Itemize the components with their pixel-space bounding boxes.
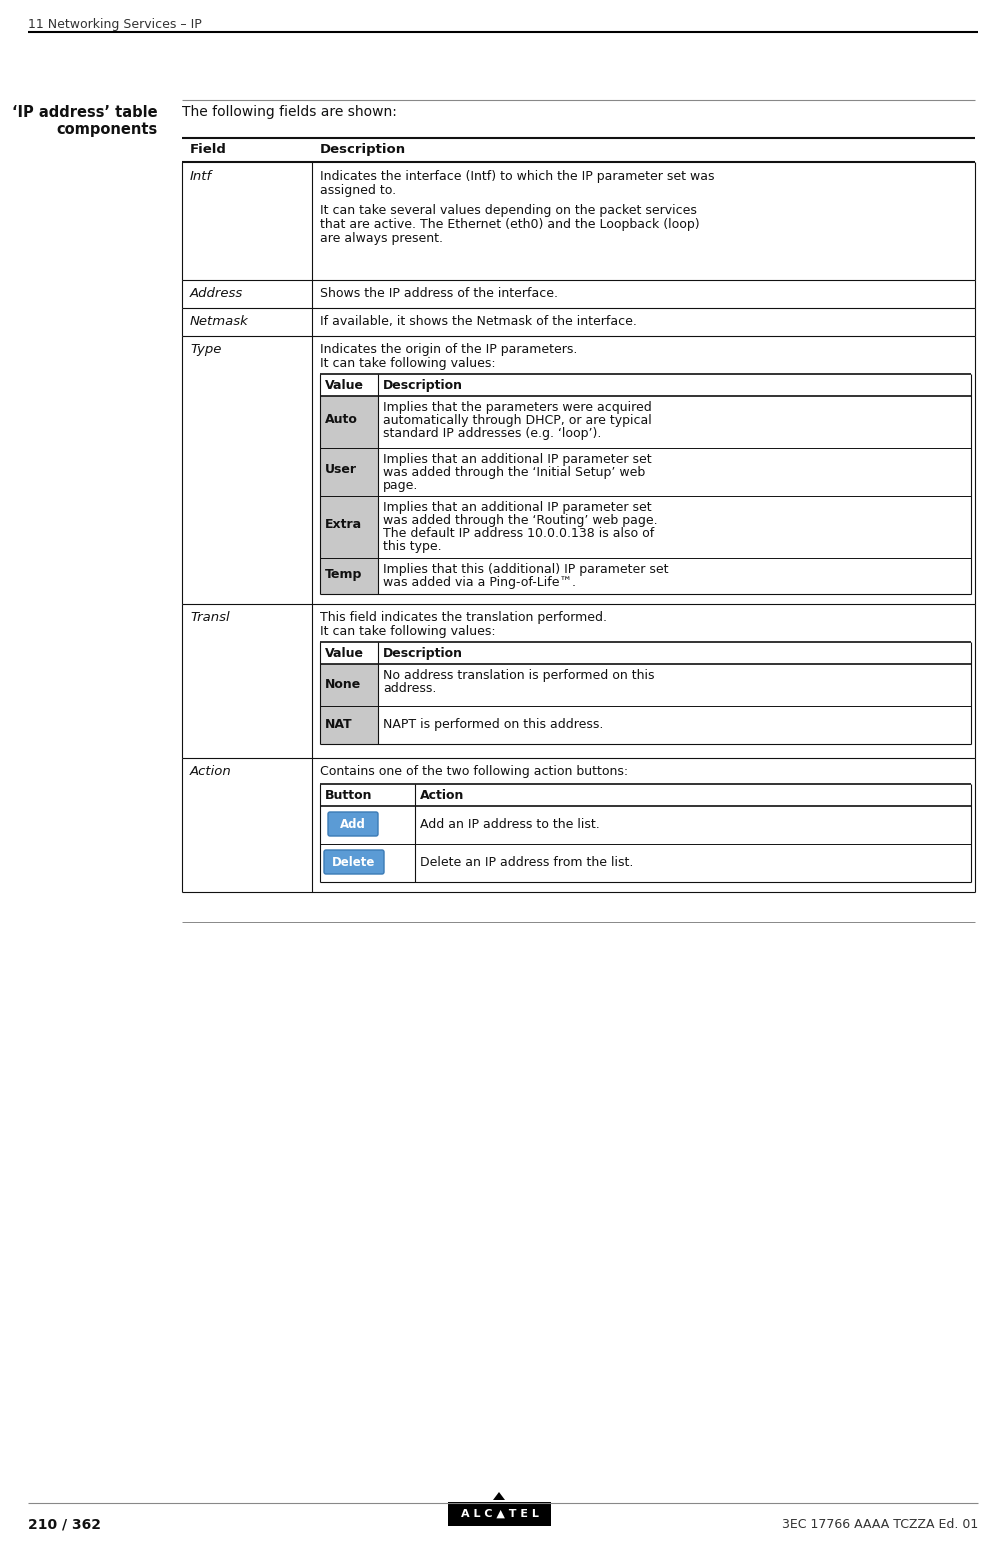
Text: Description: Description [383, 647, 463, 660]
Bar [448, 1501, 551, 1526]
Text: Add an IP address to the list.: Add an IP address to the list. [420, 818, 599, 832]
Text: Action: Action [420, 788, 465, 802]
Text: This field indicates the translation performed.: This field indicates the translation per… [320, 611, 607, 623]
Text: are always present.: are always present. [320, 231, 443, 245]
Text: 210 / 362: 210 / 362 [28, 1518, 101, 1532]
Bar [320, 559, 378, 594]
Bar [320, 495, 378, 559]
Text: Implies that the parameters were acquired: Implies that the parameters were acquire… [383, 401, 651, 414]
Text: Contains one of the two following action buttons:: Contains one of the two following action… [320, 765, 628, 778]
Bar [320, 707, 378, 744]
Text: NAT: NAT [325, 717, 353, 731]
Text: Value: Value [325, 647, 364, 660]
Text: Auto: Auto [325, 414, 358, 426]
Text: Address: Address [190, 287, 243, 299]
Text: Transl: Transl [190, 611, 230, 623]
Text: ‘IP address’ table: ‘IP address’ table [12, 105, 158, 120]
Text: 11 Networking Services – IP: 11 Networking Services – IP [28, 19, 202, 31]
Text: Implies that an additional IP parameter set: Implies that an additional IP parameter … [383, 501, 651, 514]
Text: Field: Field [190, 143, 227, 156]
Text: that are active. The Ethernet (eth0) and the Loopback (loop): that are active. The Ethernet (eth0) and… [320, 218, 699, 231]
Text: User: User [325, 463, 357, 475]
Text: was added via a Ping-of-Life™.: was added via a Ping-of-Life™. [383, 576, 576, 589]
Text: Shows the IP address of the interface.: Shows the IP address of the interface. [320, 287, 558, 299]
Text: automatically through DHCP, or are typical: automatically through DHCP, or are typic… [383, 414, 651, 427]
Text: A L C ▲ T E L: A L C ▲ T E L [462, 1509, 538, 1518]
FancyBboxPatch shape [324, 850, 384, 873]
Text: The following fields are shown:: The following fields are shown: [182, 105, 397, 119]
Text: No address translation is performed on this: No address translation is performed on t… [383, 670, 654, 682]
Text: It can take following values:: It can take following values: [320, 356, 496, 370]
Text: Description: Description [320, 143, 407, 156]
Text: assigned to.: assigned to. [320, 184, 397, 198]
Bar [320, 447, 378, 495]
Text: Intf: Intf [190, 170, 212, 184]
Text: Implies that this (additional) IP parameter set: Implies that this (additional) IP parame… [383, 563, 668, 576]
Text: Action: Action [190, 765, 232, 778]
Text: The default IP address 10.0.0.138 is also of: The default IP address 10.0.0.138 is als… [383, 528, 654, 540]
FancyBboxPatch shape [328, 812, 378, 836]
Text: Implies that an additional IP parameter set: Implies that an additional IP parameter … [383, 454, 651, 466]
Text: None: None [325, 677, 362, 691]
Text: Extra: Extra [325, 518, 362, 531]
Text: was added through the ‘Initial Setup’ web: was added through the ‘Initial Setup’ we… [383, 466, 645, 478]
Text: Delete: Delete [333, 855, 376, 869]
Text: Add: Add [340, 818, 366, 830]
Bar [182, 137, 975, 162]
Text: Description: Description [383, 380, 463, 392]
Text: standard IP addresses (e.g. ‘loop’).: standard IP addresses (e.g. ‘loop’). [383, 427, 601, 440]
Text: Value: Value [325, 380, 364, 392]
Text: Netmask: Netmask [190, 315, 249, 329]
Text: address.: address. [383, 682, 437, 694]
Bar [320, 663, 378, 707]
Text: NAPT is performed on this address.: NAPT is performed on this address. [383, 717, 603, 731]
Text: Indicates the interface (Intf) to which the IP parameter set was: Indicates the interface (Intf) to which … [320, 170, 714, 184]
Text: It can take several values depending on the packet services: It can take several values depending on … [320, 204, 697, 218]
Text: was added through the ‘Routing’ web page.: was added through the ‘Routing’ web page… [383, 514, 657, 528]
Text: Button: Button [325, 788, 373, 802]
Text: Delete an IP address from the list.: Delete an IP address from the list. [420, 856, 633, 869]
Text: components: components [57, 122, 158, 137]
Text: It can take following values:: It can take following values: [320, 625, 496, 637]
Text: Type: Type [190, 343, 222, 356]
Text: 3EC 17766 AAAA TCZZA Ed. 01: 3EC 17766 AAAA TCZZA Ed. 01 [782, 1518, 978, 1531]
Polygon shape [493, 1492, 505, 1500]
Text: Temp: Temp [325, 568, 363, 582]
Bar [320, 397, 378, 447]
Text: Indicates the origin of the IP parameters.: Indicates the origin of the IP parameter… [320, 343, 577, 356]
Text: page.: page. [383, 478, 419, 492]
Text: If available, it shows the Netmask of the interface.: If available, it shows the Netmask of th… [320, 315, 637, 329]
Text: this type.: this type. [383, 540, 442, 552]
